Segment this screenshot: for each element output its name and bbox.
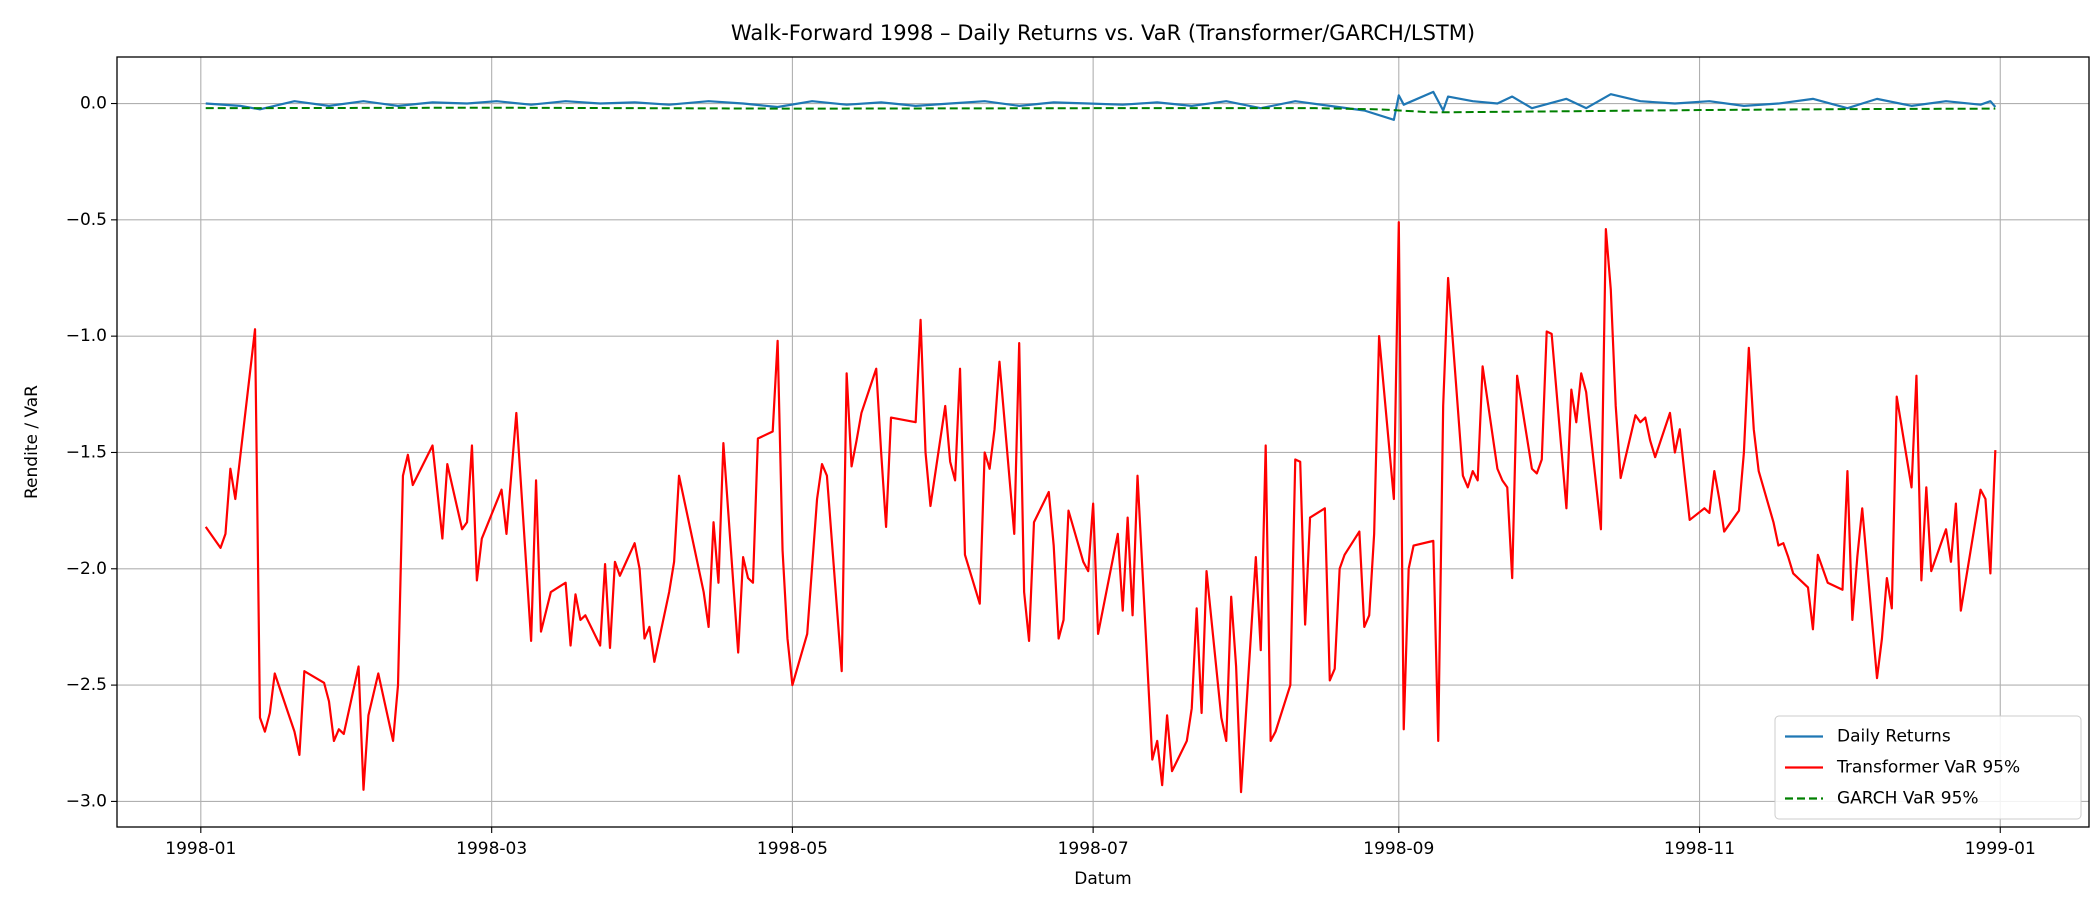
plot-frame xyxy=(116,56,2090,828)
y-axis-label: Rendite / VaR xyxy=(22,385,42,499)
x-tick-label: 1998-11 xyxy=(1664,839,1735,859)
x-tick-label: 1998-09 xyxy=(1363,839,1434,859)
x-tick-label: 1998-01 xyxy=(165,839,236,859)
legend-label: Transformer VaR 95% xyxy=(1836,758,2020,778)
legend: Daily Returns Transformer VaR 95% GARCH Va… xyxy=(1774,715,2082,820)
y-tick-label: −2.0 xyxy=(66,559,107,579)
chart-title: Walk-Forward 1998 – Daily Returns vs. Va… xyxy=(731,21,1475,45)
series-line xyxy=(205,90,1997,121)
y-tick-label: −0.5 xyxy=(66,210,107,230)
y-tick-label: −2.5 xyxy=(66,675,107,695)
y-tick-label: −1.0 xyxy=(66,326,107,346)
x-tick-label: 1998-07 xyxy=(1058,839,1129,859)
y-tick-label: −3.0 xyxy=(66,791,107,811)
x-tick-label: 1999-01 xyxy=(1965,839,2036,859)
legend-label: GARCH VaR 95% xyxy=(1837,789,1979,809)
legend-label: Daily Returns xyxy=(1837,727,1951,747)
series-line xyxy=(205,106,1996,114)
y-tick-label: 0.0 xyxy=(80,94,107,114)
x-tick-label: 1998-05 xyxy=(757,839,828,859)
series-line xyxy=(204,221,1997,794)
y-tick-label: −1.5 xyxy=(66,442,107,462)
x-tick-label: 1998-03 xyxy=(456,839,527,859)
x-axis-label: Datum xyxy=(1074,869,1132,889)
legend-box xyxy=(1774,715,2082,820)
